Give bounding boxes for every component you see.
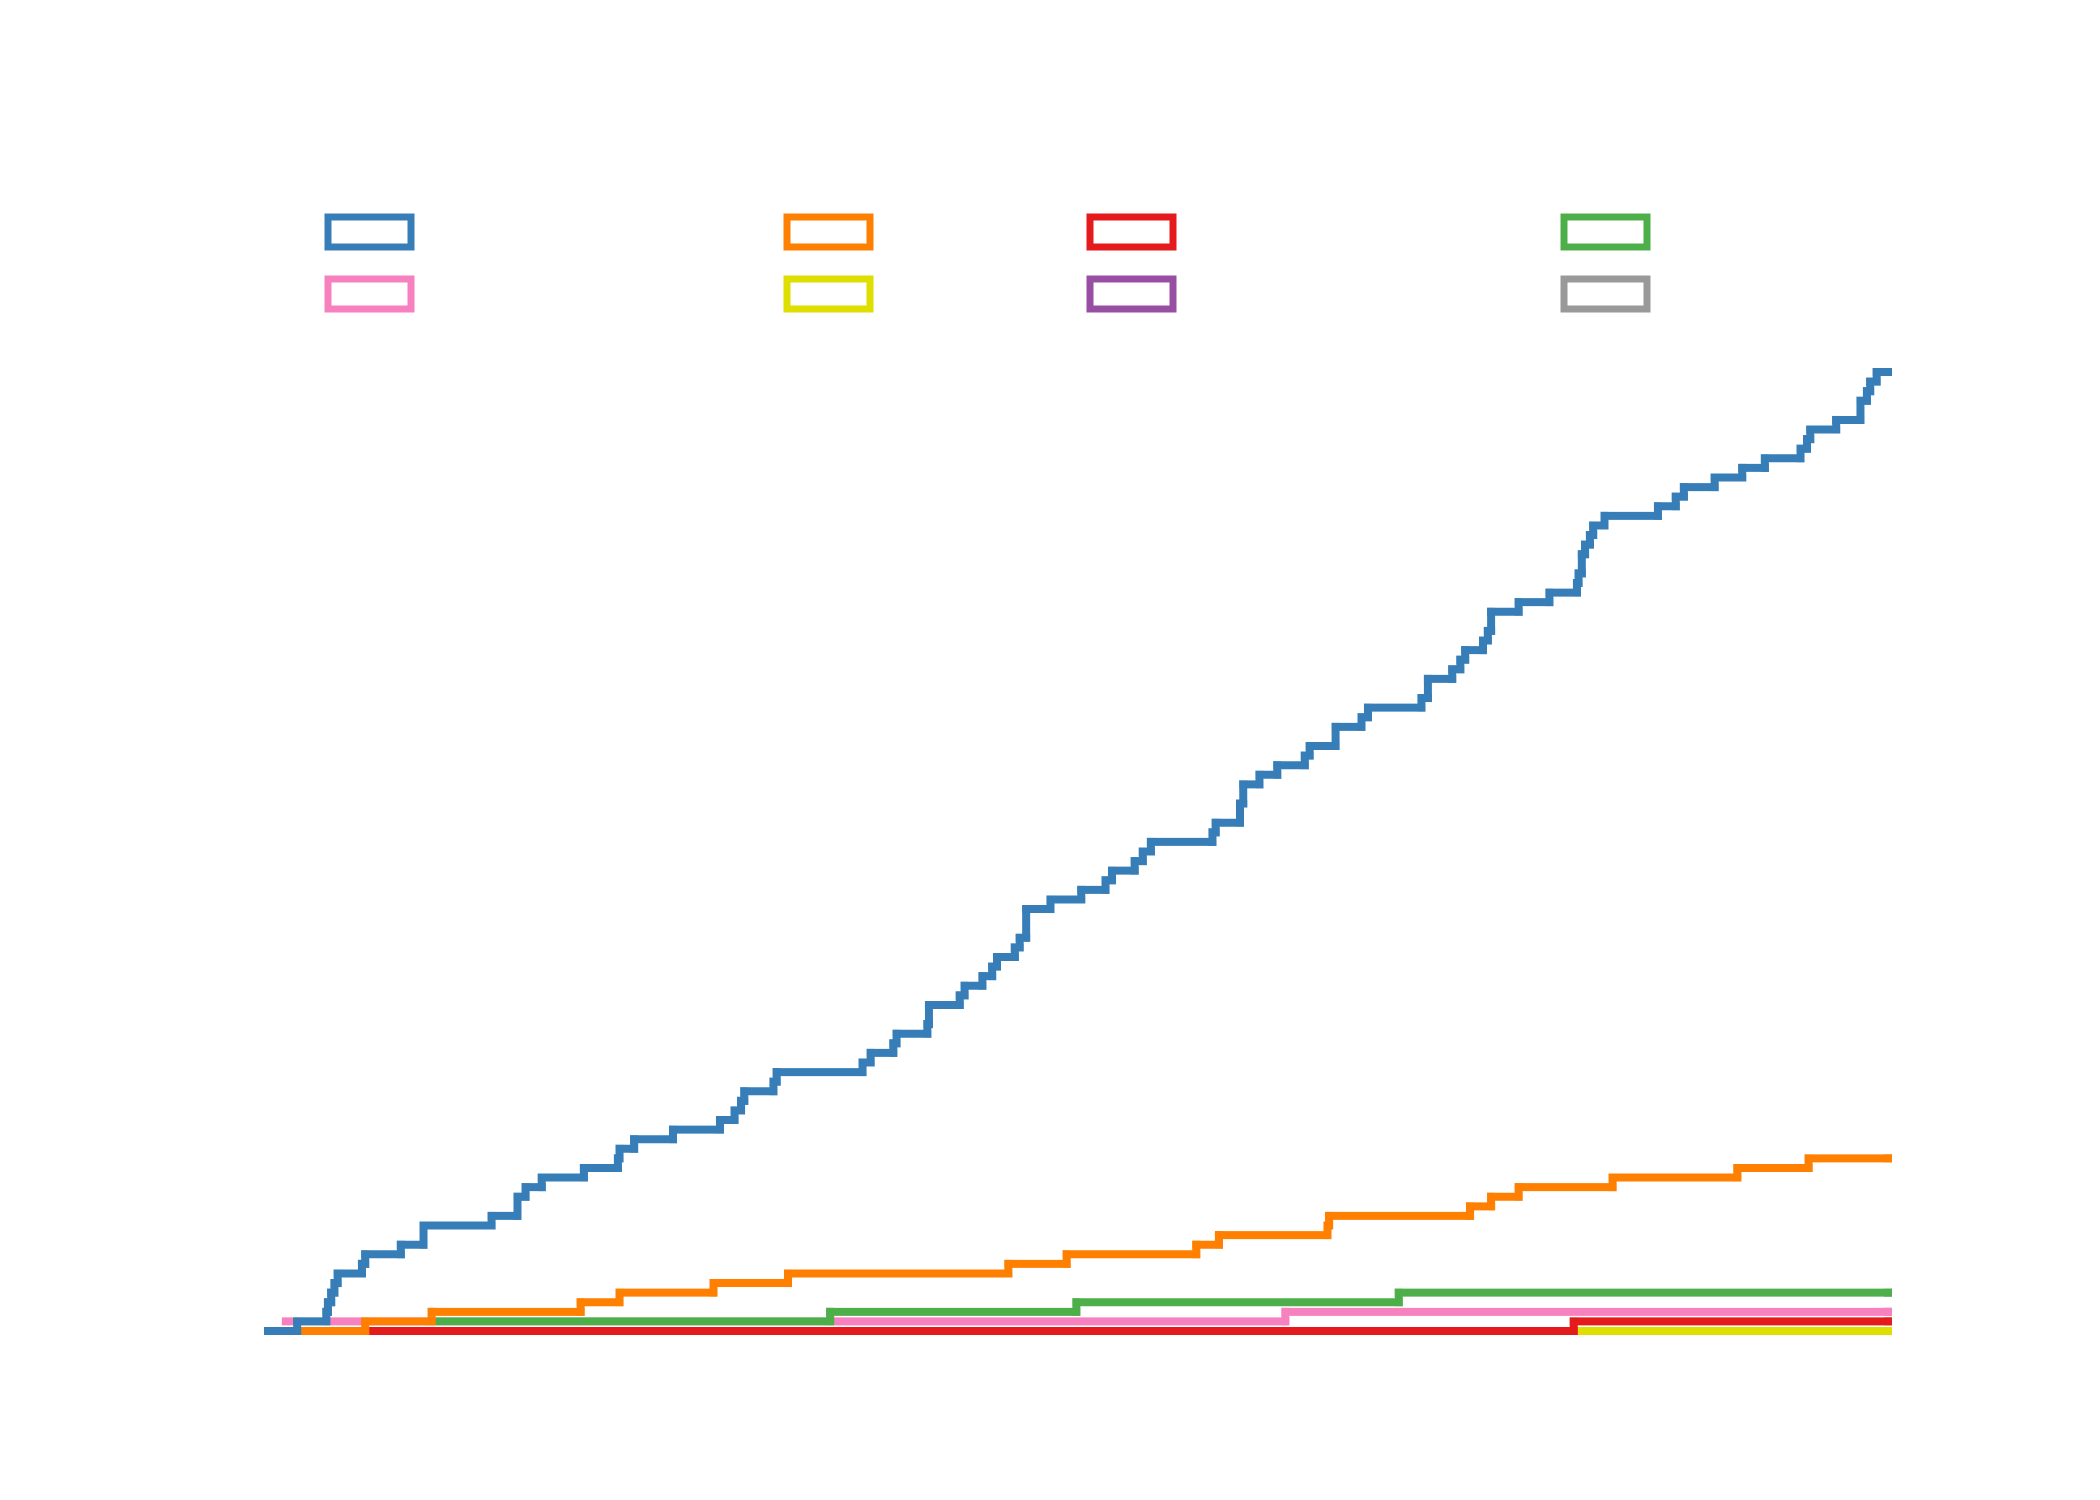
legend-swatch: [1560, 213, 1651, 251]
legend-swatch: [324, 275, 415, 313]
legend-swatch: [783, 213, 874, 251]
legend-swatch: [324, 213, 415, 251]
series-line: [299, 1154, 1892, 1335]
legend-swatch: [1086, 213, 1177, 251]
legend-swatch: [783, 275, 874, 313]
series-line: [430, 1288, 1892, 1326]
series-line: [364, 1317, 1892, 1335]
legend-swatch: [1086, 275, 1177, 313]
legend-swatch: [1560, 275, 1651, 313]
series-line: [264, 368, 1892, 1335]
